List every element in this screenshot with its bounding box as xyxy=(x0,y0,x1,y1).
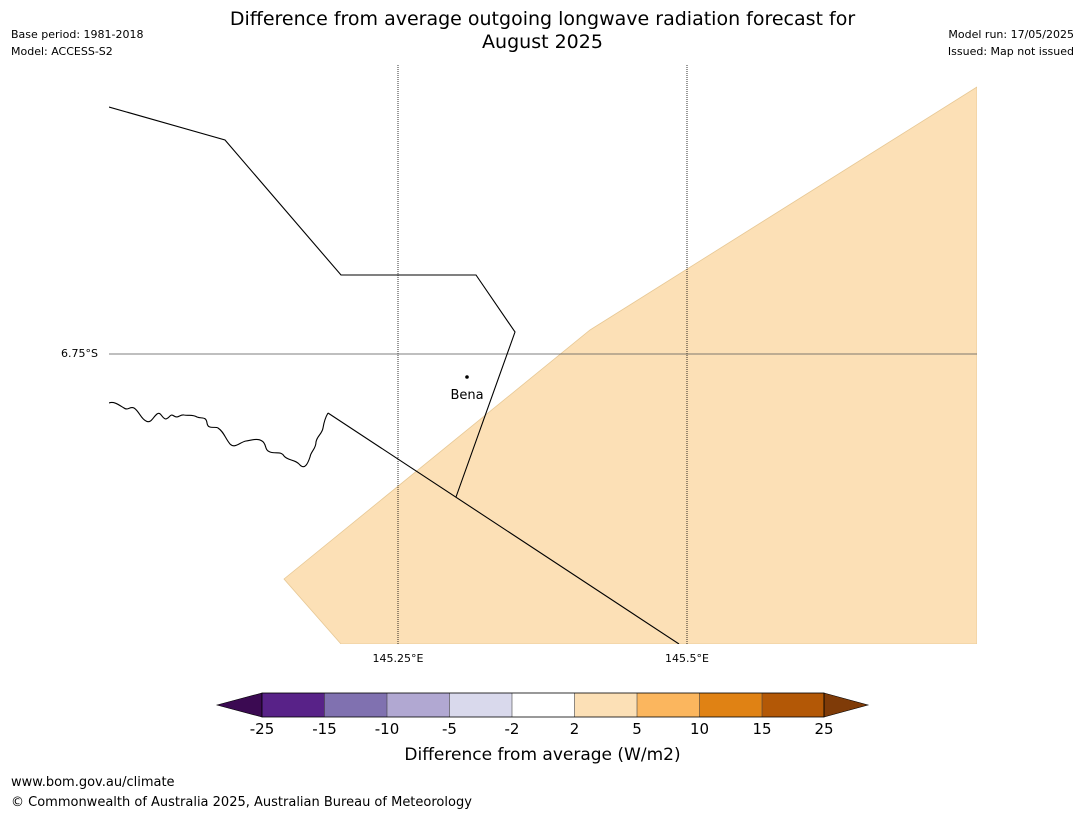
colorbar-tick-10: 10 xyxy=(689,720,710,738)
province-border xyxy=(109,106,516,498)
colorbar-tick-minus25: -25 xyxy=(249,720,275,738)
colorbar-tick-minus15: -15 xyxy=(312,720,337,738)
map-title: Difference from average outgoing longwav… xyxy=(140,8,945,54)
model-text: Model: ACCESS-S2 xyxy=(11,45,113,58)
colorbar-tick-2: 2 xyxy=(569,720,580,738)
map-title-line2: August 2025 xyxy=(482,31,603,53)
colorbar-tick-minus5: -5 xyxy=(442,720,457,738)
base-period-text: Base period: 1981-2018 xyxy=(11,28,144,41)
place-label-bena: Bena xyxy=(450,388,484,403)
colorbar-tick-25: 25 xyxy=(814,720,834,738)
colorbar-tick-minus2: -2 xyxy=(504,720,520,738)
lon-label-145-5e: 145.5°E xyxy=(665,652,709,665)
colorbar-label: Difference from average (W/m2) xyxy=(404,745,681,765)
province-border-south xyxy=(327,412,680,644)
place-marker-bena xyxy=(465,375,469,379)
model-run-text: Model run: 17/05/2025 xyxy=(948,28,1074,41)
colorbar-tick-5: 5 xyxy=(632,720,642,738)
lat-label-6-75s: 6.75°S xyxy=(61,347,98,360)
lon-label-145-25e: 145.25°E xyxy=(372,652,424,665)
footer-url[interactable]: www.bom.gov.au/climate xyxy=(11,775,175,790)
colorbar-tick-minus10: -10 xyxy=(374,720,400,738)
issued-text: Issued: Map not issued xyxy=(947,45,1074,58)
map-title-line1: Difference from average outgoing longwav… xyxy=(229,8,856,30)
colorbar-tick-15: 15 xyxy=(752,720,772,738)
river-coastline xyxy=(109,401,329,468)
anomaly-region-2-to-5 xyxy=(283,86,977,644)
footer-copyright: © Commonwealth of Australia 2025, Austra… xyxy=(11,795,472,810)
